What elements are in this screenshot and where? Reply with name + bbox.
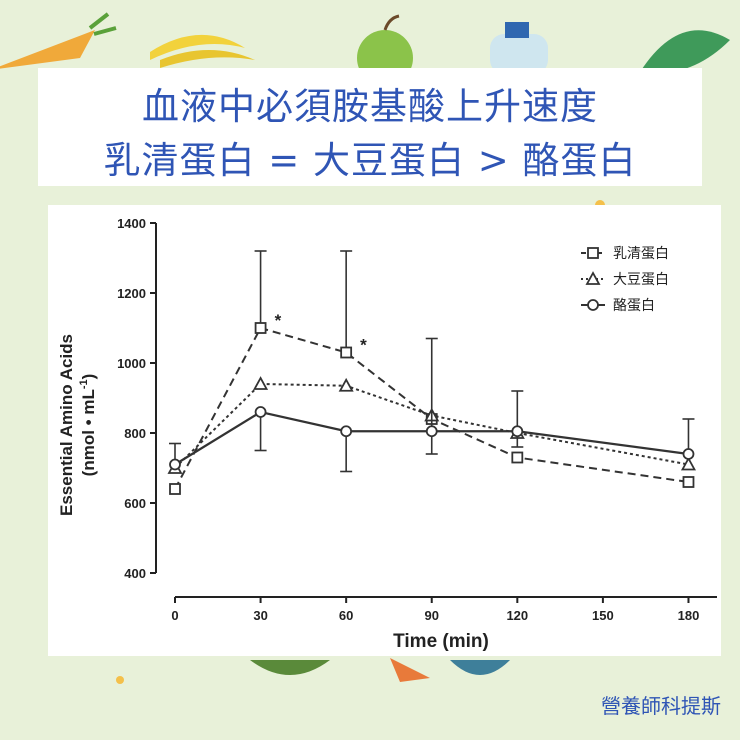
x-tick-label: 30 [253,608,267,623]
y-axis-label-line1: Essential Amino Acids [57,334,76,516]
x-tick-label: 90 [425,608,439,623]
data-point [511,425,524,438]
x-tick-label: 180 [678,608,700,623]
data-point [253,376,269,390]
chart-axes: 400 600 800 1000 1200 1400 0 30 60 90 120 150 180 [117,216,717,623]
legend-item: 乳清蛋白 [581,245,669,261]
data-point [254,322,267,334]
series-line [174,326,689,490]
data-point [682,448,695,460]
data-point [338,377,354,392]
leaf-decoration [640,30,730,74]
data-point [254,406,267,418]
data-point [680,456,696,471]
y-tick-label: 1200 [117,286,146,301]
bottom-food-decoration [250,658,510,682]
y-tick-label: 1000 [117,356,146,371]
data-point [682,476,695,488]
y-axis-unit-exponent: -1 [78,379,90,389]
chart-series: ** [167,250,696,495]
chart-panel: 400 600 800 1000 1200 1400 0 30 60 90 120 150 180 * *… [48,205,721,656]
data-point [340,425,353,438]
title-box: 血液中必須胺基酸上升速度 乳清蛋白 = 大豆蛋白 > 酪蛋白 [38,68,702,186]
y-tick-label: 400 [124,566,146,581]
y-axis-label: Essential Amino Acids (nmol • mL-1) [57,334,98,516]
y-axis-unit: (nmol • mL [79,389,98,476]
significance-marker: * [360,336,367,355]
data-point [340,346,353,359]
y-tick-label: 600 [124,496,146,511]
legend-item: 大豆蛋白 [581,271,669,287]
legend-label: 大豆蛋白 [613,271,669,287]
legend-marker [587,247,599,259]
y-axis-label-line2: (nmol • mL-1) [78,374,98,477]
y-tick-label: 800 [124,426,146,441]
series-circle [169,337,695,473]
y-axis-unit-close: ) [79,374,98,380]
data-point [169,458,181,471]
brand-footer: 營養師科提斯 [601,694,721,718]
y-tick-label: 1400 [117,216,146,231]
bottle-decoration [490,22,548,74]
x-tick-label: 150 [592,608,614,623]
x-tick-label: 0 [171,608,178,623]
data-point [169,483,181,495]
data-point [511,451,524,464]
carrot-decoration [0,12,117,69]
title-line-2: 乳清蛋白 = 大豆蛋白 > 酪蛋白 [103,139,637,182]
legend-item: 酪蛋白 [581,297,655,313]
banana-decoration [150,34,255,68]
series-line [174,410,689,466]
x-tick-label: 120 [506,608,528,623]
title-line-1: 血液中必須胺基酸上升速度 [142,85,598,128]
significance-marker: * [275,311,282,330]
legend-marker [587,299,599,311]
data-point [425,425,438,438]
x-tick-label: 60 [339,608,353,623]
x-axis-label: Time (min) [393,631,489,652]
legend-label: 酪蛋白 [613,297,655,313]
legend-marker [585,271,601,285]
legend-label: 乳清蛋白 [613,245,669,261]
